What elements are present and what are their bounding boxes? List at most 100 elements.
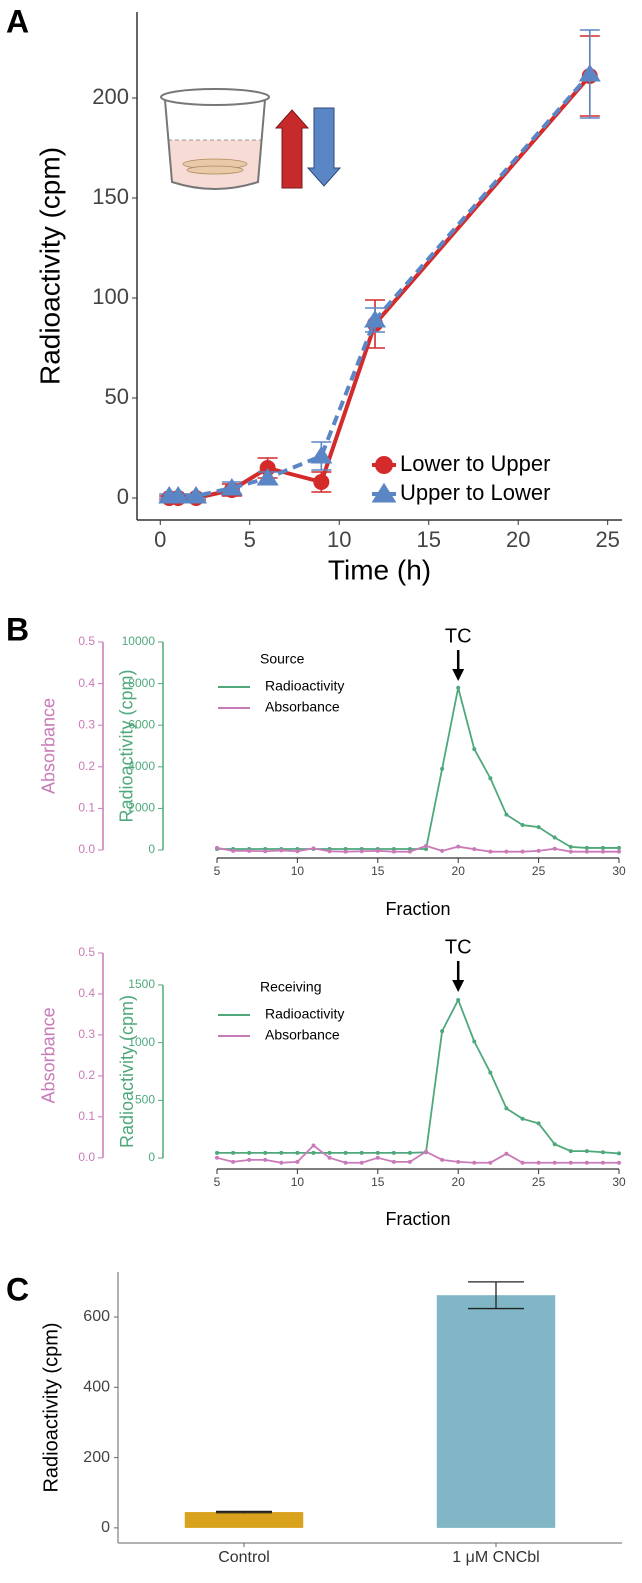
marker (568, 1160, 573, 1165)
marker (375, 848, 380, 853)
legend-label: Lower to Upper (400, 451, 550, 476)
marker (327, 1150, 332, 1155)
x-tick-label: 20 (452, 864, 466, 878)
y-axis-label: Radioactivity (cpm) (117, 995, 137, 1148)
marker (504, 1106, 509, 1111)
legend-title: Receiving (260, 979, 321, 995)
y-tick-label: 1000 (128, 1035, 155, 1049)
legend-marker (371, 482, 397, 503)
marker (488, 1070, 493, 1075)
marker (327, 1155, 332, 1160)
y-tick-label: 8000 (128, 676, 155, 690)
marker (488, 1160, 493, 1165)
marker (617, 1151, 621, 1156)
y-tick-label: 0.4 (78, 986, 95, 1000)
y-tick-label: 500 (135, 1093, 155, 1107)
y-axis-label: Radioactivity (cpm) (34, 147, 65, 385)
x-tick-label: 15 (416, 527, 440, 552)
marker (295, 1159, 300, 1164)
y-tick-label: 0.5 (78, 634, 95, 648)
marker (584, 1149, 589, 1154)
x-tick-label: 5 (214, 1175, 221, 1189)
marker (311, 846, 316, 851)
marker (310, 446, 333, 464)
panel-label: A (6, 3, 29, 39)
marker (584, 849, 589, 854)
marker (456, 997, 461, 1002)
x-tick-label: 10 (291, 864, 305, 878)
marker (359, 849, 364, 854)
marker (247, 1157, 252, 1162)
marker (343, 1160, 348, 1165)
marker (263, 849, 268, 854)
marker (364, 310, 387, 328)
marker (536, 1160, 541, 1165)
x-tick-label: 1 μM CNCbl (452, 1549, 539, 1566)
marker (600, 1150, 605, 1155)
y-tick-label: 0.3 (78, 717, 95, 731)
annotation-arrowhead (452, 980, 465, 992)
x-tick-label: 5 (244, 527, 256, 552)
error-bar (468, 1281, 524, 1310)
marker (327, 849, 332, 854)
marker (231, 1159, 236, 1164)
y-tick-label: 0.2 (78, 1068, 95, 1082)
y-tick-label: 0.1 (78, 801, 95, 815)
marker (279, 1160, 284, 1165)
x-axis-label: Time (h) (328, 554, 431, 585)
marker (504, 1151, 509, 1156)
y-axis-label: Absorbance (39, 698, 59, 794)
x-tick-label: 10 (291, 1175, 305, 1189)
marker (185, 486, 208, 504)
y-tick-label: 1500 (128, 977, 155, 991)
marker (295, 849, 300, 854)
marker (375, 1150, 380, 1155)
marker (472, 1039, 477, 1044)
panel-label: C (6, 1271, 29, 1307)
marker (231, 848, 236, 853)
marker (391, 1159, 396, 1164)
marker (520, 1160, 525, 1165)
marker (536, 825, 541, 830)
marker (263, 1150, 268, 1155)
series-line (169, 74, 592, 500)
marker (488, 849, 493, 854)
arrow-down-icon (306, 107, 342, 187)
marker (215, 1155, 219, 1160)
marker (456, 844, 461, 849)
marker (552, 1160, 557, 1165)
marker (424, 1149, 429, 1154)
series-line (216, 1144, 619, 1164)
marker (568, 849, 573, 854)
marker (295, 1150, 300, 1155)
legend-marker (375, 456, 393, 474)
y-tick-label: 200 (83, 1449, 110, 1466)
marker (617, 849, 621, 854)
y-tick-label: 10000 (122, 634, 156, 648)
x-tick-label: 20 (506, 527, 530, 552)
marker (520, 823, 525, 828)
beaker-icon (160, 88, 270, 190)
marker (536, 848, 541, 853)
y-tick-label: 0 (148, 1150, 155, 1164)
marker (440, 766, 445, 771)
marker (407, 1159, 412, 1164)
marker (220, 478, 243, 496)
marker (247, 1150, 252, 1155)
y-tick-label: 4000 (128, 759, 155, 773)
legend-label: Radioactivity (265, 678, 344, 694)
arrow-up-icon (274, 109, 310, 189)
marker (536, 1121, 541, 1126)
y-tick-label: 0.0 (78, 1150, 95, 1164)
x-tick-label: 5 (214, 864, 221, 878)
panel-label: B (6, 611, 29, 647)
x-tick-label: 20 (452, 1175, 466, 1189)
legend-label: Absorbance (265, 1027, 340, 1043)
marker (391, 849, 396, 854)
marker (600, 849, 605, 854)
marker (359, 1150, 364, 1155)
x-tick-label: 30 (612, 864, 626, 878)
y-tick-label: 0.0 (78, 842, 95, 856)
marker (279, 848, 284, 853)
marker (311, 1150, 316, 1155)
